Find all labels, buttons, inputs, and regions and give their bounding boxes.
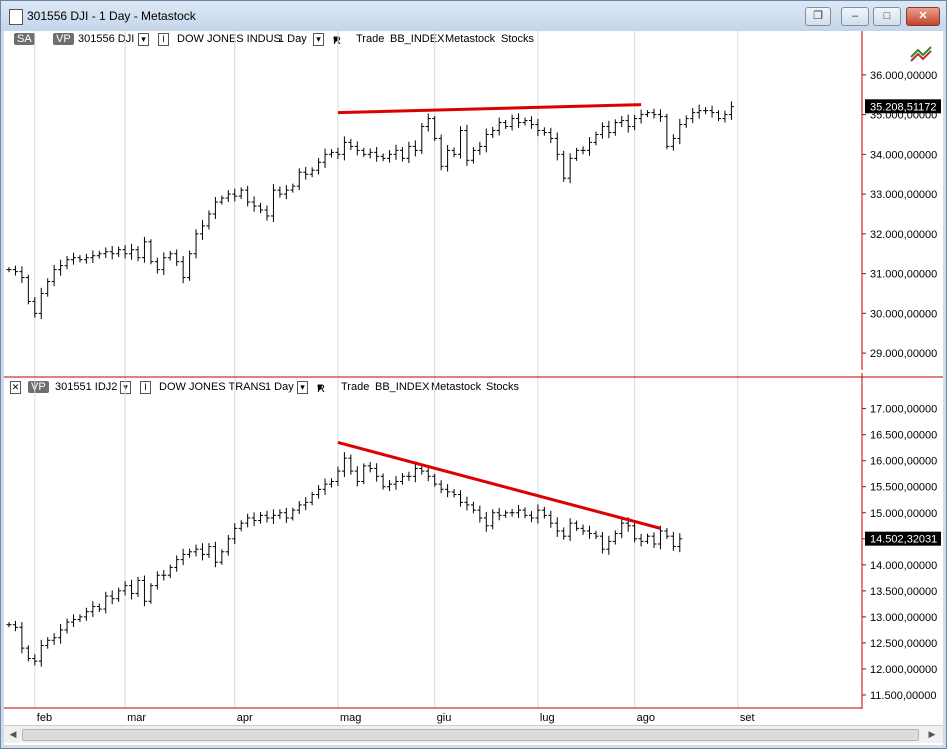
pane1-name: DOW JONES INDUS: [177, 33, 281, 45]
y-tick-label: 30.000,00000: [870, 308, 937, 320]
x-tick-label: set: [740, 712, 755, 724]
x-tick-label: ago: [637, 712, 655, 724]
grid: [34, 31, 739, 708]
y-tick-label: 29.000,00000: [870, 348, 937, 360]
y-tick-label: 16.500,00000: [870, 430, 937, 442]
pane2-r-button[interactable]: R ▾: [317, 382, 325, 395]
transports-price-bars: [6, 452, 683, 667]
restore-icon[interactable]: ❐: [805, 7, 831, 26]
trend-line: [337, 441, 661, 530]
last-value-tag: [865, 99, 941, 114]
y-tick-label: 15.000,00000: [870, 508, 937, 520]
dropdown-icon[interactable]: ▾: [313, 33, 324, 46]
y-tick-label: 33.000,00000: [870, 189, 937, 201]
x-tick-label: feb: [37, 712, 52, 724]
y-tick-label: 32.000,00000: [870, 229, 937, 241]
pane2-name: DOW JONES TRANS: [159, 381, 266, 393]
x-tick-label: apr: [237, 712, 253, 724]
y-tick-label: 36.000,00000: [870, 70, 937, 82]
dji-price-bars: [6, 101, 734, 320]
y-tick-label: 11.500,00000: [870, 690, 936, 702]
scroll-right-icon[interactable]: ▶: [928, 729, 936, 739]
maximize-button[interactable]: □: [873, 7, 901, 26]
pane1-mode: Trade: [356, 33, 385, 45]
minimize-button[interactable]: ‒: [841, 7, 869, 26]
scroll-thumb[interactable]: [22, 729, 919, 741]
price-axes: [4, 31, 943, 709]
y-tick-label: 13.000,00000: [870, 612, 937, 624]
dropdown-icon[interactable]: ▾: [297, 381, 308, 394]
x-tick-label: giu: [437, 712, 452, 724]
r-label: R: [317, 383, 325, 395]
vp-button[interactable]: VP: [53, 33, 74, 45]
dropdown-icon[interactable]: I: [158, 33, 169, 46]
x-tick-label: mag: [340, 712, 361, 724]
window-title: 301556 DJI - 1 Day - Metastock: [27, 9, 196, 23]
last-value-label: 14.502,32031: [870, 534, 937, 546]
y-tick-label: 12.500,00000: [870, 638, 937, 650]
chart-area: SA VP 301556 DJI ▾ I DOW JONES INDUS 1 D…: [4, 31, 943, 745]
close-button[interactable]: ✕: [906, 7, 940, 26]
pane1-symbol: 301556 DJI: [78, 33, 135, 45]
y-tick-label: 13.500,00000: [870, 586, 937, 598]
axis-labels: feb mar apr mag giu lug ago set 29.000,00000 30.0…: [37, 70, 941, 724]
pane1-period: 1 Day: [278, 33, 307, 45]
y-tick-label: 17.000,00000: [870, 404, 937, 416]
pane1-type: BB_INDEX: [390, 33, 445, 45]
pane1-r-button[interactable]: R ▾: [333, 34, 341, 47]
r-label: R: [333, 35, 341, 47]
pane2-type: BB_INDEX: [375, 381, 430, 393]
trend-lines: [337, 103, 661, 530]
close-pane-icon[interactable]: ✕: [10, 381, 21, 394]
last-value-label: 35.208,51172: [870, 101, 936, 113]
drawing-tool-icon: [910, 46, 932, 62]
y-tick-label: 14.000,00000: [870, 560, 937, 572]
y-tick-label: 16.000,00000: [870, 456, 937, 468]
pane2-symbol: 301551 IDJ2: [55, 381, 118, 393]
x-tick-label: mar: [127, 712, 146, 724]
y-tick-label: 34.000,00000: [870, 149, 937, 161]
sa-button[interactable]: SA: [14, 33, 35, 45]
dropdown-icon[interactable]: ▾: [138, 33, 149, 46]
dropdown-icon[interactable]: I: [140, 381, 151, 394]
y-tick-label: 31.000,00000: [870, 269, 937, 281]
pane2-source: Metastock: [431, 381, 482, 393]
scroll-left-icon[interactable]: ◀: [9, 729, 17, 739]
pane2-category: Stocks: [486, 381, 520, 393]
title-bar[interactable]: 301556 DJI - 1 Day - Metastock ❐ ‒ □ ✕: [1, 1, 946, 31]
document-icon: [9, 9, 23, 25]
y-tick-label: 12.000,00000: [870, 664, 937, 676]
trend-line: [337, 103, 642, 115]
price-chart[interactable]: feb mar apr mag giu lug ago set 29.000,00000 30.0…: [4, 31, 943, 725]
pane2-period: 1 Day: [265, 381, 294, 393]
y-tick-label: 15.500,00000: [870, 482, 937, 494]
x-tick-label: lug: [540, 712, 555, 724]
horizontal-scrollbar[interactable]: ◀ ▶: [4, 725, 943, 743]
last-value-tag: [865, 531, 941, 546]
pane1-category: Stocks: [501, 33, 535, 45]
pane2-mode: Trade: [341, 381, 370, 393]
pane1-source: Metastock: [445, 33, 496, 45]
